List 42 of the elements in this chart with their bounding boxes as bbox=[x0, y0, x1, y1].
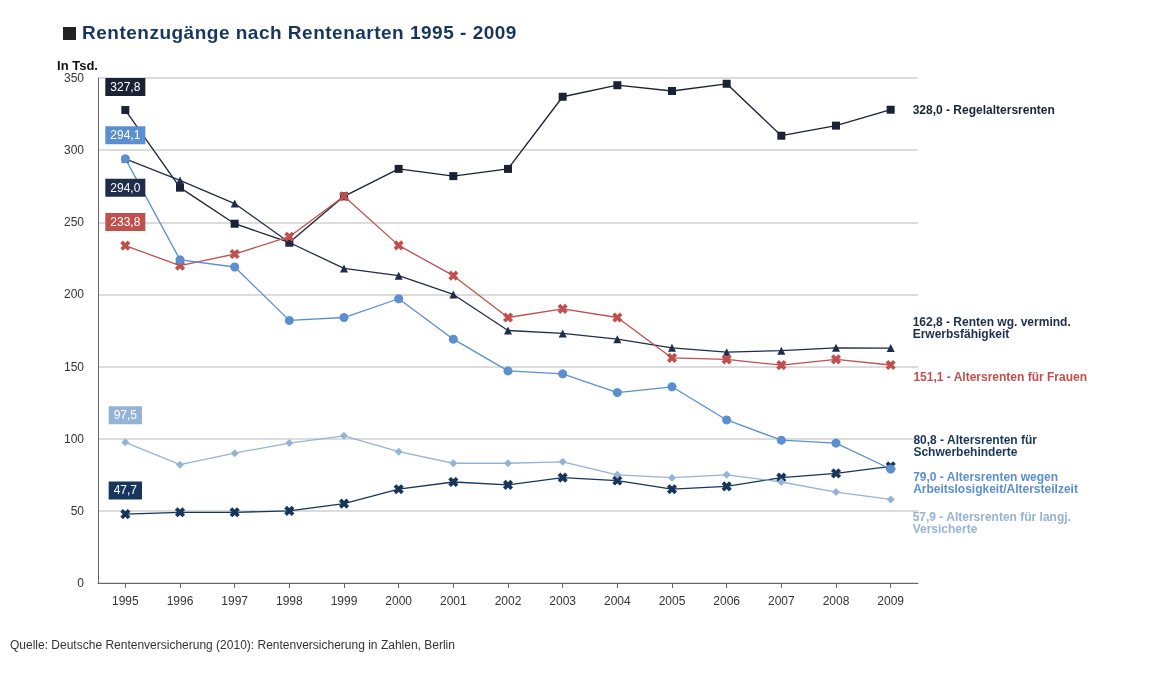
data-label: 47,7 bbox=[113, 483, 138, 498]
text: 79,0 - Altersrenten wegen bbox=[913, 470, 1059, 485]
text: Schwerbehinderte bbox=[913, 445, 1018, 460]
y-tick-label: 100 bbox=[63, 431, 85, 446]
y-tick-label: 250 bbox=[63, 215, 85, 230]
data-label: 294,1 bbox=[110, 128, 141, 143]
x-tick-label: 2000 bbox=[385, 594, 413, 608]
data-label: 327,8 bbox=[110, 80, 141, 95]
chart-title: Rentenzugänge nach Rentenarten 1995 - 2009 bbox=[82, 22, 517, 44]
x-tick-label: 1995 bbox=[111, 594, 139, 608]
y-tick-label: 0 bbox=[77, 576, 85, 590]
text: Arbeitslosigkeit/Altersteilzeit bbox=[913, 482, 1078, 497]
text: 328,0 - Regelaltersrenten bbox=[912, 102, 1055, 117]
text: 162,8 - Renten wg. vermind. bbox=[912, 315, 1071, 330]
x-tick-label: 1999 bbox=[330, 594, 358, 608]
y-axis-title: In Tsd. bbox=[57, 58, 98, 73]
x-tick-label: 2003 bbox=[549, 594, 577, 608]
x-tick-label: 2002 bbox=[494, 594, 522, 608]
y-tick-label: 350 bbox=[63, 71, 85, 85]
x-tick-label: 2008 bbox=[822, 594, 850, 608]
text: 57,9 - Altersrenten für langj. bbox=[912, 510, 1071, 525]
y-tick-label: 150 bbox=[63, 359, 85, 374]
y-tick-label: 300 bbox=[63, 143, 85, 158]
x-tick-label: 2004 bbox=[603, 594, 631, 608]
data-label: 233,8 bbox=[110, 214, 141, 229]
x-tick-label: 2006 bbox=[713, 594, 741, 608]
data-label: 294,0 bbox=[110, 180, 141, 195]
text: Versicherte bbox=[912, 522, 978, 537]
x-tick-label: 2005 bbox=[658, 594, 686, 608]
x-tick-label: 1997 bbox=[221, 594, 249, 608]
y-tick-label: 200 bbox=[63, 287, 85, 302]
x-tick-label: 2009 bbox=[877, 594, 905, 608]
x-tick-label: 1998 bbox=[275, 594, 303, 608]
y-tick-label: 50 bbox=[70, 503, 85, 518]
x-tick-label: 1996 bbox=[166, 594, 194, 608]
data-label: 97,5 bbox=[113, 408, 138, 423]
text: 151,1 - Altersrenten für Frauen bbox=[913, 369, 1088, 384]
source-note: Quelle: Deutsche Rentenversicherung (2010): Rentenversicherung in Zahlen, Berlin bbox=[10, 638, 455, 652]
text: Erwerbsfähigkeit bbox=[912, 327, 1010, 342]
x-tick-label: 2007 bbox=[767, 594, 795, 608]
x-tick-label: 2001 bbox=[439, 594, 467, 608]
text: 80,8 - Altersrenten für bbox=[913, 433, 1038, 448]
